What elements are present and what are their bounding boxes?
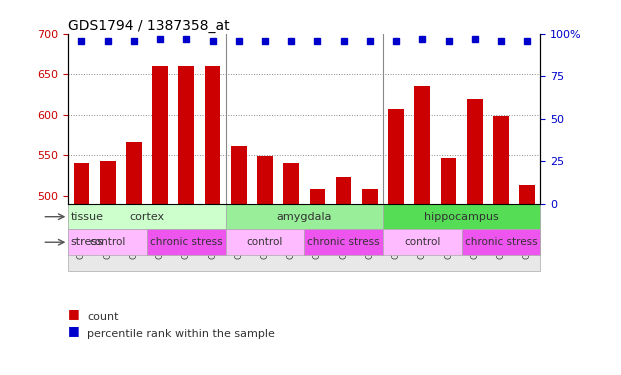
Bar <box>147 230 225 255</box>
Bar <box>205 66 220 375</box>
Bar <box>388 109 404 375</box>
Text: control: control <box>404 237 440 247</box>
Bar <box>100 161 116 375</box>
Text: hippocampus: hippocampus <box>424 212 499 222</box>
Text: ■: ■ <box>68 307 80 320</box>
Text: percentile rank within the sample: percentile rank within the sample <box>87 329 275 339</box>
Bar <box>467 99 483 375</box>
Bar <box>493 116 509 375</box>
Text: control: control <box>89 237 126 247</box>
Bar <box>73 163 89 375</box>
Bar <box>309 189 325 375</box>
Bar <box>383 230 461 255</box>
Bar <box>126 141 142 375</box>
Bar <box>519 185 535 375</box>
Text: chronic stress: chronic stress <box>307 237 380 247</box>
Text: control: control <box>247 237 283 247</box>
Text: GDS1794 / 1387358_at: GDS1794 / 1387358_at <box>68 19 230 33</box>
Bar <box>152 66 168 375</box>
Text: chronic stress: chronic stress <box>465 237 537 247</box>
Bar <box>362 189 378 375</box>
Text: stress: stress <box>71 237 104 247</box>
Text: count: count <box>87 312 119 322</box>
Bar <box>257 156 273 375</box>
Bar <box>461 230 540 255</box>
Bar <box>231 146 247 375</box>
Bar <box>225 204 383 230</box>
Text: chronic stress: chronic stress <box>150 237 222 247</box>
Bar <box>225 230 304 255</box>
Bar <box>68 204 225 230</box>
Bar <box>68 230 147 255</box>
Text: ■: ■ <box>68 324 80 337</box>
Bar <box>383 204 540 230</box>
Bar <box>336 177 351 375</box>
Bar <box>441 158 456 375</box>
Text: cortex: cortex <box>129 212 165 222</box>
Text: amygdala: amygdala <box>276 212 332 222</box>
Bar <box>178 66 194 375</box>
Bar <box>283 164 299 375</box>
Text: tissue: tissue <box>71 212 104 222</box>
Bar <box>304 230 383 255</box>
Bar <box>414 86 430 375</box>
